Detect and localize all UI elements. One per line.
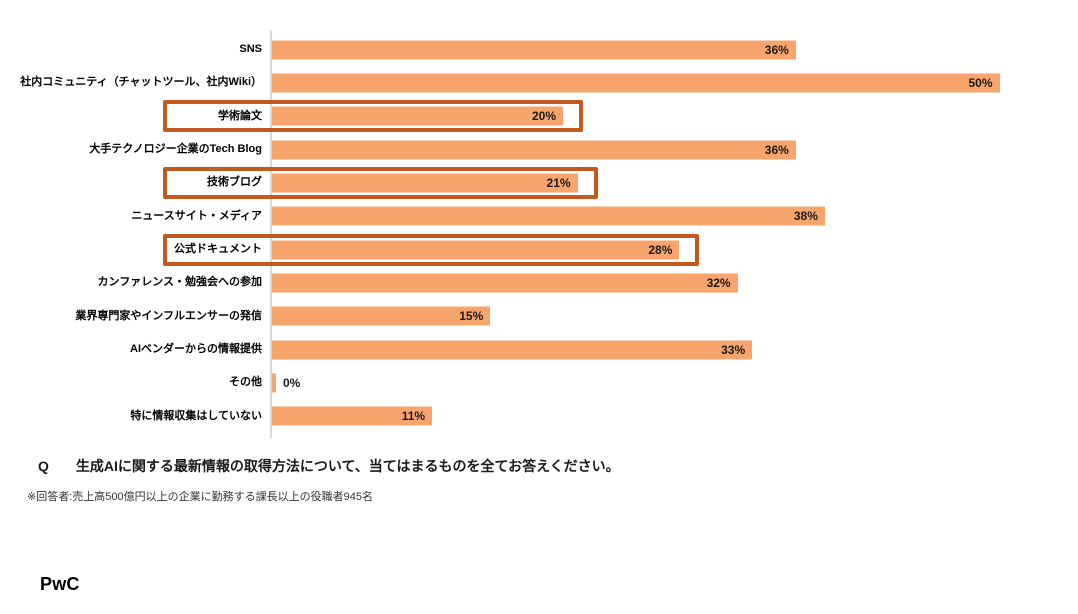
question-text: Q 生成AIに関する最新情報の取得方法について、当てはまるものを全てお答えください…	[38, 456, 620, 476]
plot-area: 11%	[272, 400, 1078, 433]
plot-area: 36%	[272, 33, 1078, 66]
plot-area: 33%	[272, 333, 1078, 366]
chart-row: その他 0%	[0, 366, 1078, 399]
value-label: 0%	[283, 375, 301, 390]
plot-area: 38%	[272, 200, 1078, 233]
question-prefix: Q	[38, 458, 49, 474]
bar	[272, 173, 578, 193]
value-label: 28%	[648, 242, 673, 257]
value-label: 38%	[793, 209, 818, 224]
category-label: AIベンダーからの情報提供	[130, 343, 262, 356]
value-label: 20%	[531, 109, 556, 124]
value-label: 33%	[721, 342, 746, 357]
plot-area: 20%	[272, 100, 1078, 133]
bar	[272, 206, 825, 226]
value-label: 36%	[764, 142, 789, 157]
plot-area: 0%	[272, 366, 1078, 399]
bar	[272, 140, 796, 160]
category-label: 業界専門家やインフルエンサーの発信	[75, 309, 262, 322]
bar	[272, 106, 563, 126]
bar	[272, 373, 276, 393]
category-label: その他	[229, 376, 262, 389]
category-label: ニュースサイト・メディア	[131, 209, 262, 222]
note-text: ※回答者:売上高500億円以上の企業に勤務する課長以上の役職者945名	[27, 491, 373, 503]
category-label: 特に情報収集はしていない	[130, 409, 262, 422]
chart-row: AIベンダーからの情報提供 33%	[0, 333, 1078, 366]
bar	[272, 73, 1000, 93]
chart-row: 技術ブログ 21%	[0, 166, 1078, 199]
chart-row: カンファレンス・勉強会への参加 32%	[0, 266, 1078, 299]
category-label: 技術ブログ	[207, 176, 262, 189]
bar	[272, 306, 491, 326]
plot-area: 28%	[272, 233, 1078, 266]
chart-row: 特に情報収集はしていない 11%	[0, 400, 1078, 433]
category-label: 学術論文	[218, 109, 262, 122]
plot-area: 36%	[272, 133, 1078, 166]
category-label: 大手テクノロジー企業のTech Blog	[89, 143, 262, 156]
chart-row: 業界専門家やインフルエンサーの発信 15%	[0, 300, 1078, 333]
chart-row: 公式ドキュメント 28%	[0, 233, 1078, 266]
value-label: 50%	[968, 75, 993, 90]
value-label: 15%	[459, 309, 484, 324]
plot-area: 32%	[272, 266, 1078, 299]
plot-area: 21%	[272, 166, 1078, 199]
bar	[272, 40, 796, 60]
value-label: 32%	[706, 275, 731, 290]
category-label: 社内コミュニティ（チャットツール、社内Wiki）	[20, 76, 262, 89]
category-label: 公式ドキュメント	[174, 243, 262, 256]
bar	[272, 273, 738, 293]
question-body: 生成AIに関する最新情報の取得方法について、当てはまるものを全てお答えください。	[75, 458, 620, 474]
plot-area: 50%	[272, 66, 1078, 99]
chart-row: 大手テクノロジー企業のTech Blog 36%	[0, 133, 1078, 166]
value-label: 11%	[401, 409, 426, 424]
chart-row: 学術論文 20%	[0, 100, 1078, 133]
value-label: 36%	[764, 42, 789, 57]
pwc-logo: PwC	[40, 574, 80, 594]
bar-chart: SNS 36% 社内コミュニティ（チャットツール、社内Wiki） 50% 学術論文 20%…	[0, 30, 1078, 438]
bar	[272, 240, 680, 260]
bar	[272, 406, 433, 426]
bar	[272, 340, 753, 360]
value-label: 21%	[546, 175, 571, 190]
chart-row: ニュースサイト・メディア 38%	[0, 200, 1078, 233]
category-label: SNS	[239, 43, 262, 56]
category-label: カンファレンス・勉強会への参加	[97, 276, 262, 289]
chart-row: 社内コミュニティ（チャットツール、社内Wiki） 50%	[0, 66, 1078, 99]
chart-row: SNS 36%	[0, 33, 1078, 66]
plot-area: 15%	[272, 300, 1078, 333]
